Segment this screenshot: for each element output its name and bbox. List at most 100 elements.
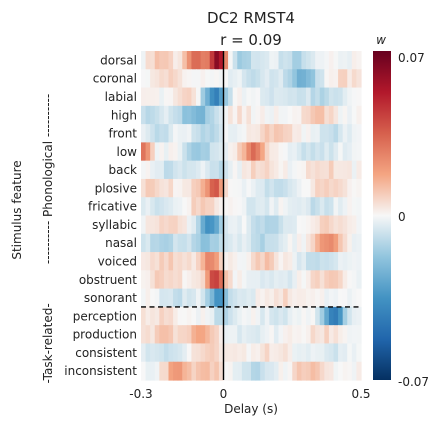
heat-cell xyxy=(356,160,362,180)
heat-cell xyxy=(278,252,284,271)
heat-cell xyxy=(150,252,156,271)
heat-cell xyxy=(269,142,275,162)
heat-cell xyxy=(145,142,151,162)
heat-cell xyxy=(205,105,211,125)
heat-cell xyxy=(196,160,202,180)
heat-cell xyxy=(141,343,147,363)
heat-cell xyxy=(310,69,316,89)
heat-cell xyxy=(223,306,229,326)
heat-cell xyxy=(264,233,270,253)
heat-cell xyxy=(173,252,179,271)
heat-cell xyxy=(328,160,335,180)
heat-cell xyxy=(223,197,229,217)
heat-cell xyxy=(255,87,261,107)
heat-cell xyxy=(228,142,234,162)
heat-cell xyxy=(154,233,160,253)
heat-cell xyxy=(150,142,156,162)
row-label: production xyxy=(73,328,137,342)
row-label: fricative xyxy=(88,200,137,214)
heat-cell xyxy=(319,142,325,162)
heat-cell xyxy=(186,361,193,381)
heat-cell xyxy=(168,69,174,89)
heat-cell xyxy=(177,160,183,180)
heat-cell xyxy=(218,124,225,143)
heat-cell xyxy=(310,215,316,235)
heat-cell xyxy=(324,51,330,70)
heat-cell xyxy=(333,288,339,308)
heat-cell xyxy=(150,270,156,290)
heat-cell xyxy=(173,69,179,89)
heat-cell xyxy=(150,178,156,198)
heat-cell xyxy=(315,215,321,235)
heat-cell xyxy=(205,252,211,271)
heat-cell xyxy=(191,288,197,308)
heat-cell xyxy=(296,160,303,180)
heat-cell xyxy=(246,252,252,271)
row-label: sonorant xyxy=(84,291,137,305)
heat-cell xyxy=(310,51,316,70)
heat-cell xyxy=(278,270,284,290)
heat-cell xyxy=(287,306,293,326)
heat-cell xyxy=(186,343,193,363)
heat-cell xyxy=(163,142,170,162)
heat-cell xyxy=(283,325,289,345)
heat-cell xyxy=(328,233,335,253)
heat-cell xyxy=(260,124,266,143)
heat-cell xyxy=(154,124,160,143)
heat-cell xyxy=(154,270,160,290)
heat-cell xyxy=(260,252,266,271)
heat-cell xyxy=(310,233,316,253)
heat-cell xyxy=(310,197,316,217)
heat-cell xyxy=(186,160,193,180)
heat-cell xyxy=(159,142,165,162)
heat-cell xyxy=(278,325,284,345)
heat-cell xyxy=(182,51,188,70)
x-tick-label: 0 xyxy=(220,387,228,401)
heat-cell xyxy=(159,288,165,308)
heat-cell xyxy=(283,69,289,89)
heat-cell xyxy=(223,105,229,125)
heat-cell xyxy=(186,178,193,198)
heat-cell xyxy=(333,51,339,70)
heat-cell xyxy=(191,160,197,180)
heat-cell xyxy=(232,306,238,326)
heat-cell xyxy=(232,142,238,162)
heat-cell xyxy=(177,343,183,363)
heat-cell xyxy=(310,87,316,107)
heat-cell xyxy=(269,252,275,271)
heat-cell xyxy=(150,288,156,308)
heat-cell xyxy=(273,306,280,326)
heat-cell xyxy=(177,270,183,290)
heat-cell xyxy=(338,69,344,89)
heat-cell xyxy=(264,343,270,363)
heat-cell xyxy=(292,306,298,326)
heat-cell xyxy=(324,69,330,89)
heat-cell xyxy=(228,233,234,253)
heat-cell xyxy=(347,325,353,345)
heat-cell xyxy=(255,215,261,235)
heat-cell xyxy=(200,51,206,70)
heat-cell xyxy=(273,361,280,381)
row-label: perception xyxy=(73,309,137,323)
heat-cell xyxy=(191,87,197,107)
heat-cell xyxy=(273,343,280,363)
heat-cell xyxy=(273,124,280,143)
heat-cell xyxy=(342,87,348,107)
heat-cell xyxy=(251,325,257,345)
heat-cell xyxy=(209,270,215,290)
heat-cell xyxy=(328,252,335,271)
heat-cell xyxy=(168,160,174,180)
heat-cell xyxy=(228,252,234,271)
heat-cell xyxy=(246,361,252,381)
heat-cell xyxy=(159,270,165,290)
heat-cell xyxy=(287,361,293,381)
heat-cell xyxy=(223,160,229,180)
row-labels: dorsal coronal labial high front low back plosi… xyxy=(64,53,137,378)
heat-cell xyxy=(173,343,179,363)
heat-cell xyxy=(191,361,197,381)
x-tick-label: 0.5 xyxy=(351,387,370,401)
heat-cell xyxy=(255,51,261,70)
heat-cell xyxy=(205,306,211,326)
heat-cell xyxy=(145,306,151,326)
